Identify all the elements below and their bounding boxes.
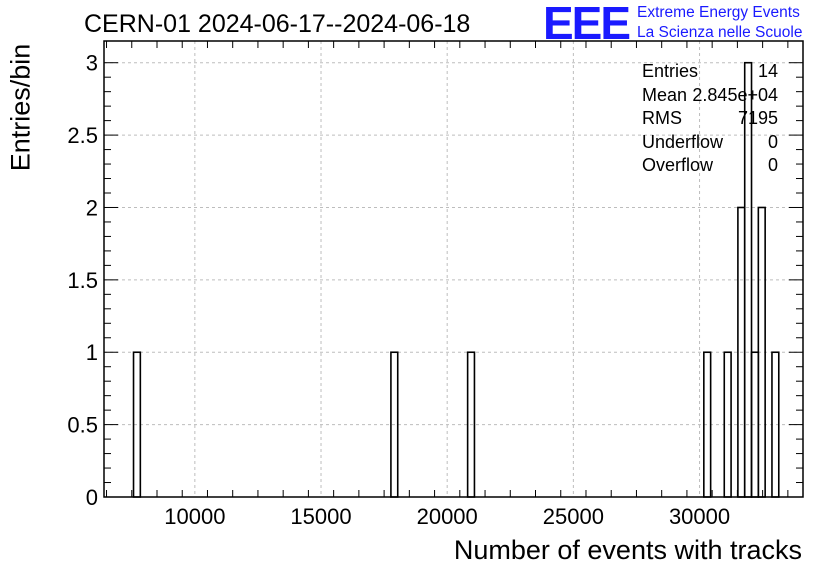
eee-logo: EEE	[543, 0, 631, 49]
stats-label: Mean	[642, 84, 688, 105]
stats-row-mean: Mean 2.845e+04	[642, 84, 778, 108]
y-axis-label: Entries/bin	[5, 43, 36, 172]
logo-line-2: La Scienza nelle Scuole	[637, 24, 803, 41]
stats-value: 0	[767, 155, 778, 175]
stats-value: 14	[757, 61, 778, 81]
x-axis-label: Number of events with tracks	[453, 535, 802, 565]
stats-row-overflow: Overflow 0	[642, 154, 778, 178]
y-tick-label: 1	[86, 340, 98, 365]
stats-value: 0	[767, 131, 778, 152]
logo-line-1: Extreme Energy Events	[637, 4, 800, 21]
x-tick-label: 15000	[290, 504, 351, 529]
stats-box: Entries 14 Mean 2.845e+04 RMS 7195 Under…	[642, 60, 778, 178]
stats-label: Underflow	[642, 131, 724, 152]
x-tick-label: 20000	[417, 504, 478, 529]
y-tick-label: 3	[86, 51, 98, 76]
plot-frame	[103, 40, 804, 498]
y-tick-label: 1.5	[67, 268, 98, 293]
x-tick-label: 25000	[543, 504, 604, 529]
stats-row-underflow: Underflow 0	[642, 131, 778, 155]
stats-label: Entries	[642, 61, 699, 81]
stats-value: 7195	[737, 108, 778, 128]
stats-row-entries: Entries 14	[642, 60, 778, 84]
chart-title: CERN-01 2024-06-17--2024-06-18	[84, 10, 471, 38]
stats-row-rms: RMS 7195	[642, 107, 778, 131]
y-tick-label: 2.5	[67, 123, 98, 148]
stats-label: Overflow	[642, 155, 714, 175]
stats-value: 2.845e+04	[692, 84, 778, 105]
logo-caption: Extreme Energy Events La Scienza nelle S…	[637, 3, 802, 43]
y-tick-label: 2	[86, 195, 98, 220]
x-tick-label: 10000	[164, 504, 225, 529]
x-tick-label: 30000	[669, 504, 730, 529]
y-tick-label: 0	[86, 485, 98, 510]
stats-label: RMS	[642, 108, 682, 128]
y-tick-label: 0.5	[67, 413, 98, 438]
